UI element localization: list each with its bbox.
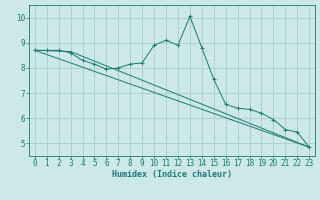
X-axis label: Humidex (Indice chaleur): Humidex (Indice chaleur) <box>112 170 232 179</box>
